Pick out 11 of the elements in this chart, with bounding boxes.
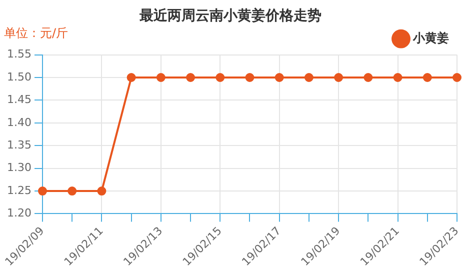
y-tick-label: 1.35 — [6, 138, 32, 152]
y-tick-label: 1.40 — [6, 116, 32, 129]
y-tick-label: 1.25 — [6, 184, 32, 197]
y-tick-label: 1.55 — [6, 48, 32, 61]
y-tick-label: 1.20 — [6, 206, 32, 220]
legend-label: 小黄姜 — [412, 30, 449, 45]
chart-title: 最近两周云南小黄姜价格走势 — [138, 7, 322, 24]
y-axis-title: 单位：元/斤 — [4, 26, 68, 40]
y-tick-label: 1.30 — [6, 161, 32, 174]
y-tick-label: 1.45 — [6, 93, 32, 106]
y-tick-label: 1.50 — [6, 70, 32, 84]
